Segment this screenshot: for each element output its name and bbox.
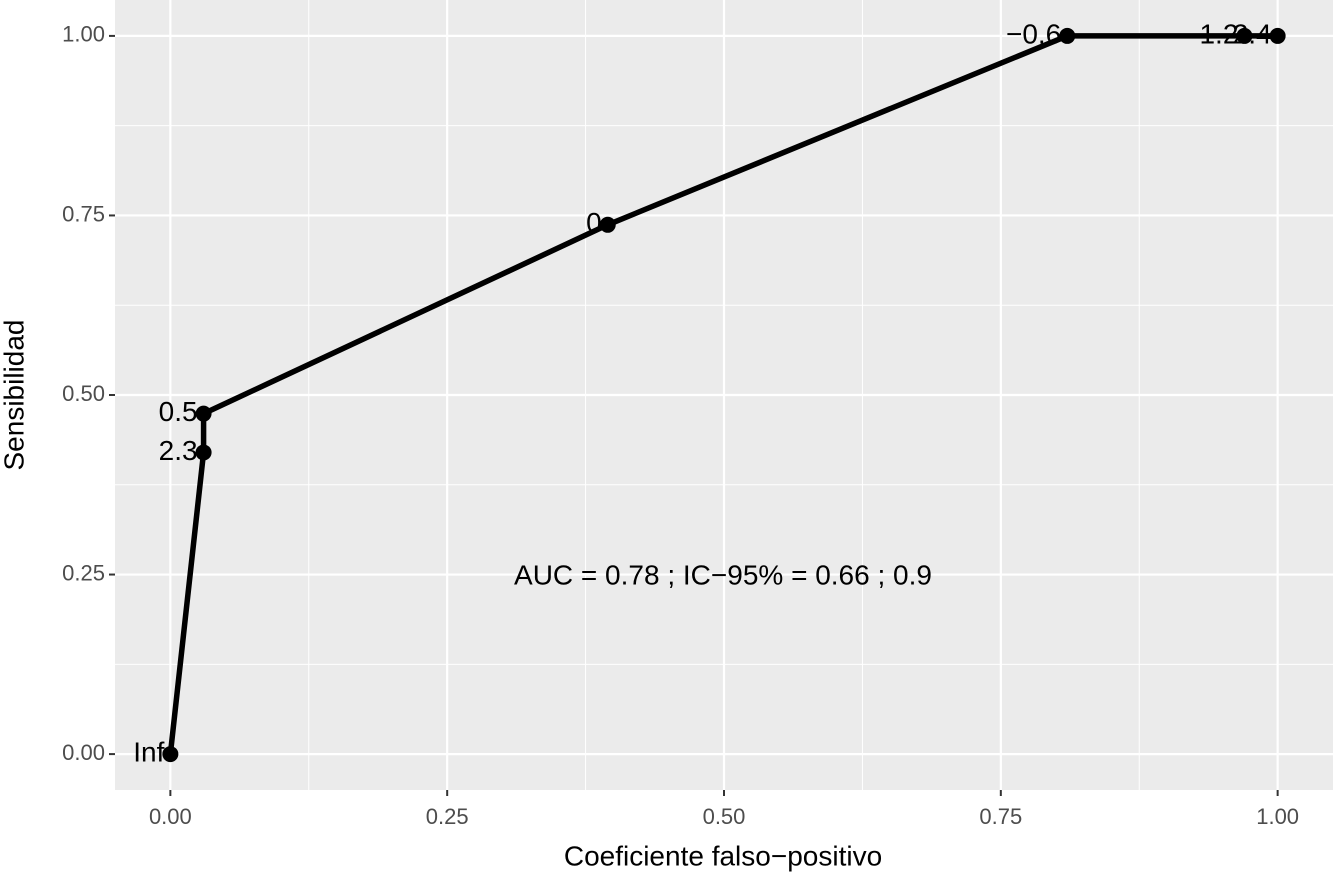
annotation: AUC = 0.78 ; IC−95% = 0.66 ; 0.9: [514, 559, 932, 590]
point: [195, 405, 212, 422]
point-label: 0: [586, 207, 602, 238]
y-tick-label: 0.25: [62, 560, 105, 585]
y-tick-label: 0.75: [62, 201, 105, 226]
point-label: −0.6: [1006, 18, 1061, 49]
point: [162, 746, 179, 763]
point: [1059, 27, 1076, 44]
point-label: 2.4: [1233, 18, 1272, 49]
point-label: 1.2: [1199, 18, 1238, 49]
x-tick-label: 0.50: [703, 804, 746, 829]
point: [195, 444, 212, 461]
x-tick-label: 0.25: [426, 804, 469, 829]
y-tick-label: 1.00: [62, 22, 105, 47]
x-tick-label: 1.00: [1256, 804, 1299, 829]
point-label: 0.5: [159, 396, 198, 427]
x-tick-label: 0.00: [149, 804, 192, 829]
y-tick-label: 0.50: [62, 381, 105, 406]
point: [1236, 27, 1253, 44]
y-tick-label: 0.00: [62, 740, 105, 765]
point: [1269, 27, 1286, 44]
x-axis-title: Coeficiente falso−positivo: [564, 840, 882, 871]
point-label: Inf: [133, 736, 164, 767]
point-label: 2.3: [159, 435, 198, 466]
x-tick-label: 0.75: [979, 804, 1022, 829]
y-axis-title: Sensibilidad: [0, 320, 29, 471]
point: [599, 216, 616, 233]
